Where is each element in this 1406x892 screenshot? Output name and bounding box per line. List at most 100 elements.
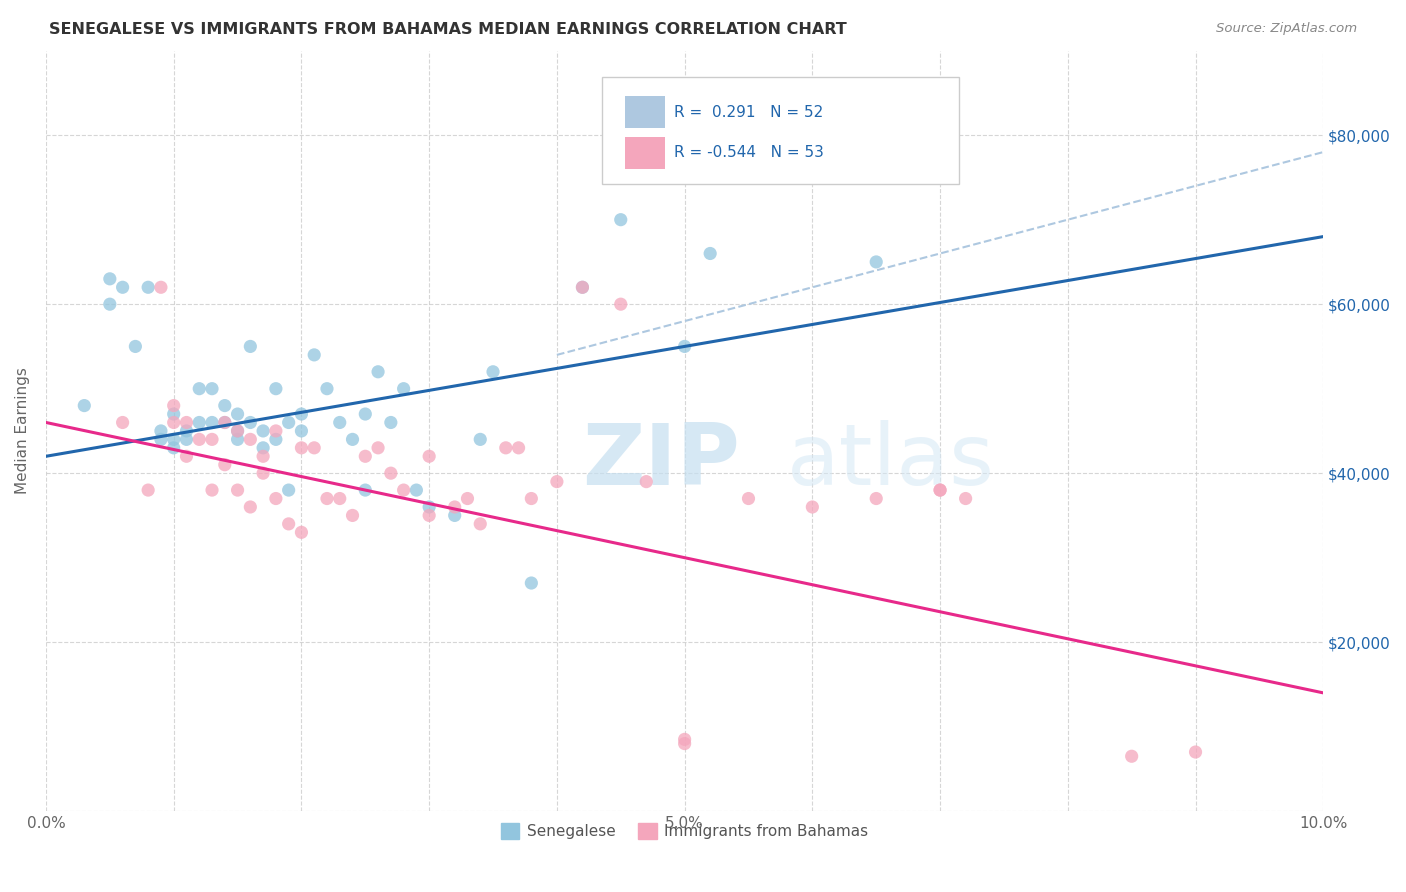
Point (354, 450, 377, 464)
Point (111, 416, 134, 430)
Text: SENEGALESE VS IMMIGRANTS FROM BAHAMAS MEDIAN EARNINGS CORRELATION CHART: SENEGALESE VS IMMIGRANTS FROM BAHAMAS ME… (49, 22, 846, 37)
Point (239, 339, 262, 353)
Point (495, 441, 517, 455)
Point (290, 525, 312, 540)
Point (482, 365, 505, 379)
Point (316, 382, 339, 396)
Point (546, 475, 568, 489)
Point (302, 441, 325, 455)
Point (252, 466, 274, 480)
Point (73, 399, 96, 413)
Text: ZIP: ZIP (582, 420, 740, 503)
Point (316, 491, 339, 506)
Point (673, 732, 696, 747)
Point (290, 424, 312, 438)
Point (329, 416, 352, 430)
Point (163, 416, 186, 430)
Point (163, 399, 186, 413)
Point (302, 348, 325, 362)
Point (239, 500, 262, 514)
Point (264, 424, 287, 438)
Point (111, 280, 134, 294)
Point (176, 416, 198, 430)
Point (252, 424, 274, 438)
Point (98, 272, 121, 286)
Point (264, 433, 287, 447)
Point (277, 483, 299, 497)
Point (149, 433, 172, 447)
Point (380, 466, 402, 480)
Point (252, 450, 274, 464)
Point (342, 508, 364, 523)
Point (865, 491, 887, 506)
Point (239, 433, 262, 447)
Point (673, 339, 696, 353)
Point (329, 491, 352, 506)
Point (1121, 749, 1143, 764)
Point (226, 483, 249, 497)
Point (929, 483, 952, 497)
Point (443, 508, 465, 523)
FancyBboxPatch shape (602, 78, 959, 184)
Point (354, 407, 377, 421)
Point (392, 483, 415, 497)
Point (354, 483, 377, 497)
Text: Source: ZipAtlas.com: Source: ZipAtlas.com (1216, 22, 1357, 36)
Point (277, 416, 299, 430)
Point (508, 441, 530, 455)
Point (929, 483, 952, 497)
Point (124, 339, 146, 353)
Point (214, 399, 236, 413)
Point (1184, 745, 1206, 759)
Point (443, 500, 465, 514)
Point (226, 424, 249, 438)
Bar (624, 96, 665, 128)
Point (290, 441, 312, 455)
Point (277, 516, 299, 531)
Point (188, 416, 211, 430)
Point (470, 433, 492, 447)
Point (699, 246, 721, 260)
Point (136, 280, 159, 294)
Point (470, 516, 492, 531)
Point (136, 483, 159, 497)
Point (418, 508, 440, 523)
Point (673, 737, 696, 751)
Point (955, 491, 977, 506)
Point (214, 458, 236, 472)
Point (264, 491, 287, 506)
Point (239, 416, 262, 430)
Point (456, 491, 478, 506)
Point (290, 407, 312, 421)
Point (163, 433, 186, 447)
Point (201, 433, 224, 447)
Point (226, 433, 249, 447)
Point (418, 500, 440, 514)
Point (176, 450, 198, 464)
Text: atlas: atlas (787, 420, 995, 503)
Text: R = -0.544   N = 53: R = -0.544 N = 53 (675, 145, 824, 160)
Point (610, 297, 633, 311)
Point (214, 416, 236, 430)
Point (367, 441, 389, 455)
Point (737, 491, 759, 506)
Point (226, 407, 249, 421)
Legend: Senegalese, Immigrants from Bahamas: Senegalese, Immigrants from Bahamas (495, 817, 875, 846)
Point (865, 255, 887, 269)
Point (610, 212, 633, 227)
Point (188, 433, 211, 447)
Y-axis label: Median Earnings: Median Earnings (15, 368, 30, 494)
Point (571, 280, 593, 294)
Point (214, 416, 236, 430)
Point (149, 280, 172, 294)
Point (201, 416, 224, 430)
Point (201, 382, 224, 396)
Point (636, 475, 658, 489)
Point (98, 297, 121, 311)
Point (342, 433, 364, 447)
Point (176, 424, 198, 438)
Point (163, 407, 186, 421)
Point (571, 280, 593, 294)
Point (149, 424, 172, 438)
Point (201, 483, 224, 497)
